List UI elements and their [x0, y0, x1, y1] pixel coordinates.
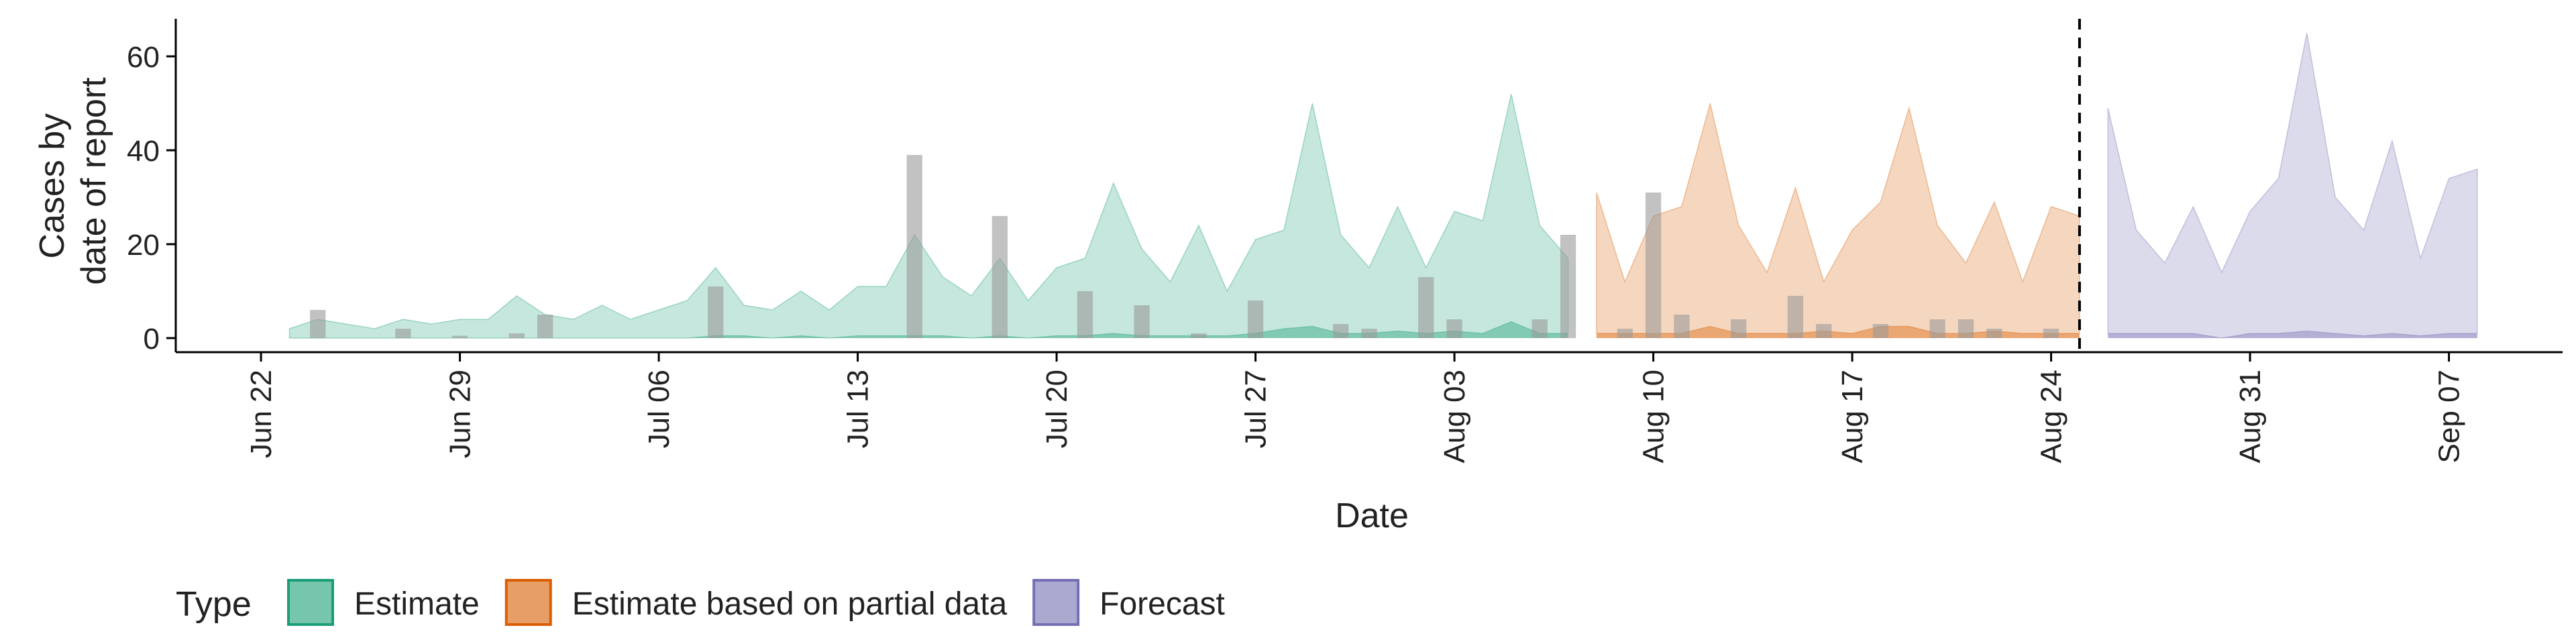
- y-tick-label-2: 40: [127, 135, 160, 168]
- legend-label-1: Estimate based on partial data: [572, 586, 1008, 622]
- report-bar-13: [1361, 329, 1377, 338]
- report-bar-5: [708, 286, 724, 338]
- report-bar-19: [1645, 193, 1662, 338]
- x-axis-label: Date: [1335, 496, 1409, 535]
- x-tick-label-5: Jul 27: [1240, 370, 1273, 448]
- x-ticks: Jun 22 Jun 29 Jul 06 Jul 13 Jul 20 Jul 27 Aug …: [245, 352, 2466, 463]
- x-tick-label-2: Jul 06: [643, 370, 676, 448]
- report-bar-14: [1418, 277, 1434, 338]
- report-bar-21: [1731, 319, 1747, 338]
- legend-swatch-1: [504, 579, 552, 626]
- series-areas: [288, 32, 2478, 339]
- legend-swatch-2: [1032, 579, 1080, 626]
- y-tick-label-3: 60: [127, 41, 160, 74]
- report-bar-28: [2043, 329, 2059, 338]
- legend-label-0: Estimate: [354, 586, 480, 622]
- y-tick-label-0: 0: [144, 323, 160, 356]
- report-bar-2: [451, 335, 468, 338]
- report-bar-22: [1787, 296, 1803, 338]
- report-bar-12: [1333, 324, 1349, 338]
- report-bar-6: [906, 155, 922, 338]
- report-bar-26: [1957, 319, 1974, 338]
- x-tick-label-0: Jun 22: [245, 370, 278, 458]
- report-bars: [310, 155, 2059, 338]
- series-area-1: [1596, 103, 2080, 334]
- report-bar-8: [1077, 291, 1093, 338]
- report-bar-11: [1247, 301, 1264, 338]
- legend-title: Type: [176, 585, 252, 624]
- legend-swatch-0: [287, 579, 334, 626]
- report-bar-15: [1446, 319, 1462, 338]
- report-bar-1: [395, 329, 411, 338]
- x-tick-label-9: Aug 24: [2035, 370, 2068, 463]
- report-bar-4: [537, 315, 553, 338]
- report-bar-18: [1617, 329, 1633, 338]
- x-tick-label-4: Jul 20: [1040, 370, 1073, 448]
- report-bar-7: [991, 216, 1008, 338]
- x-tick-label-7: Aug 10: [1638, 370, 1670, 463]
- series-area-0: [288, 93, 1569, 339]
- report-bar-17: [1560, 235, 1576, 338]
- series-inner-band-0: [289, 321, 1568, 338]
- report-bar-23: [1816, 324, 1832, 338]
- report-bar-20: [1674, 315, 1690, 338]
- y-ticks: 0 20 40 60: [127, 41, 176, 356]
- x-tick-label-6: Aug 03: [1438, 370, 1471, 463]
- report-bar-10: [1191, 333, 1207, 338]
- report-bar-27: [1986, 329, 2002, 338]
- series-area-2: [2107, 32, 2478, 339]
- x-tick-label-10: Aug 31: [2234, 370, 2267, 463]
- legend-label-2: Forecast: [1099, 586, 1225, 622]
- series-inner-band-2: [2108, 331, 2477, 338]
- y-axis-label-line-1: Cases by: [33, 113, 72, 259]
- y-axis-label: Cases by date of report: [33, 77, 113, 285]
- x-tick-label-8: Aug 17: [1836, 370, 1869, 463]
- legend: Type Estimate Estimate based on partial d…: [176, 579, 1225, 626]
- report-bar-3: [508, 333, 525, 338]
- report-bar-16: [1532, 319, 1548, 338]
- x-tick-label-3: Jul 13: [842, 370, 875, 448]
- report-bar-9: [1134, 305, 1150, 338]
- y-axis-label-line-2: date of report: [74, 77, 113, 285]
- report-bar-25: [1929, 319, 1945, 338]
- y-tick-label-1: 20: [127, 229, 160, 262]
- report-bar-24: [1872, 324, 1889, 338]
- x-tick-label-11: Sep 07: [2433, 370, 2466, 463]
- report-bar-0: [310, 310, 326, 338]
- x-tick-label-1: Jun 29: [444, 370, 477, 458]
- legend-items: Estimate Estimate based on partial data Fo…: [287, 579, 1225, 626]
